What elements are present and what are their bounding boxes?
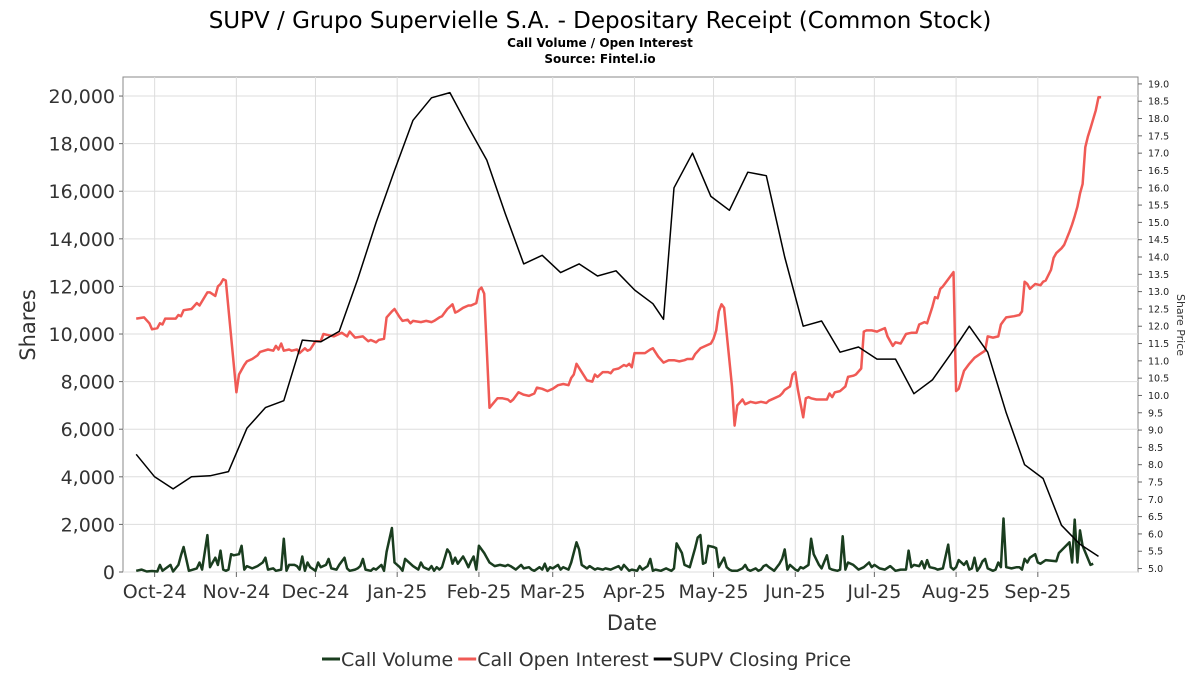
y2-tick-label: 15.5 <box>1148 201 1169 212</box>
x-tick-label: Dec-24 <box>282 581 350 603</box>
y-tick-label: 4,000 <box>61 467 115 489</box>
y-tick-label: 14,000 <box>49 229 115 251</box>
x-tick-label: May-25 <box>679 581 749 603</box>
y2-tick-label: 17.5 <box>1148 131 1169 142</box>
x-tick-label: Aug-25 <box>922 581 990 603</box>
legend-label-supv-closing-price: SUPV Closing Price <box>673 649 851 671</box>
y-axis-label: Shares <box>16 289 40 361</box>
y2-tick-label: 8.0 <box>1148 460 1163 471</box>
y2-tick-label: 12.5 <box>1148 304 1169 315</box>
legend-label-call-open-interest: Call Open Interest <box>477 649 649 671</box>
y2-tick-label: 17.0 <box>1148 149 1169 160</box>
y2-tick-label: 10.0 <box>1148 391 1169 402</box>
gridlines <box>123 77 1138 573</box>
chart-source: Source: Fintel.io <box>544 52 655 66</box>
y2-tick-label: 14.0 <box>1148 253 1169 264</box>
y2-tick-label: 7.0 <box>1148 495 1163 506</box>
chart-title: SUPV / Grupo Supervielle S.A. - Deposita… <box>209 8 992 34</box>
y-tick-label: 18,000 <box>49 134 115 156</box>
y2-tick-label: 6.0 <box>1148 529 1163 540</box>
y-tick-label: 10,000 <box>49 324 115 346</box>
y-tick-label: 20,000 <box>49 86 115 108</box>
y2-tick-label: 5.0 <box>1148 564 1163 575</box>
x-tick-label: Feb-25 <box>447 581 512 603</box>
y-axis-ticks: 0 2,000 4,000 6,000 8,000 10,000 12,000 14,000 1… <box>49 86 123 584</box>
y2-tick-label: 11.0 <box>1148 356 1169 367</box>
x-tick-label: Nov-24 <box>203 581 271 603</box>
y-tick-label: 0 <box>103 562 115 584</box>
legend: Call Volume Call Open Interest SUPV Closin… <box>322 649 851 671</box>
y-tick-label: 12,000 <box>49 276 115 298</box>
y2-tick-label: 18.5 <box>1148 97 1169 108</box>
y2-tick-label: 13.5 <box>1148 270 1169 281</box>
x-tick-label: Mar-25 <box>520 581 586 603</box>
x-tick-label: Oct-24 <box>123 581 187 603</box>
y2-axis-ticks: 5.0 5.5 6.0 6.5 7.0 7.5 8.0 8.5 9.0 9.5 10.0 10.5 11… <box>1138 79 1169 575</box>
y2-tick-label: 16.0 <box>1148 183 1169 194</box>
x-tick-label: Jul-25 <box>846 581 901 603</box>
y2-axis-label: Share Price <box>1174 294 1187 356</box>
series-lines <box>135 91 1102 573</box>
y2-tick-label: 11.5 <box>1148 339 1169 350</box>
y2-tick-label: 5.5 <box>1148 547 1163 558</box>
supv-closing-price-line <box>135 91 1099 558</box>
y2-tick-label: 16.5 <box>1148 166 1169 177</box>
y2-tick-label: 19.0 <box>1148 79 1169 90</box>
y2-tick-label: 18.0 <box>1148 114 1169 125</box>
y2-tick-label: 6.5 <box>1148 512 1163 523</box>
call-volume-line <box>135 517 1094 573</box>
y-tick-label: 2,000 <box>61 514 115 536</box>
plot-area <box>122 76 1139 573</box>
y-tick-label: 8,000 <box>61 372 115 394</box>
x-tick-label: Apr-25 <box>603 581 666 603</box>
y2-tick-label: 9.5 <box>1148 408 1163 419</box>
chart-subtitle: Call Volume / Open Interest <box>507 36 693 50</box>
call-open-interest-line <box>136 95 1102 427</box>
x-axis-label: Date <box>607 611 657 635</box>
y2-tick-label: 12.0 <box>1148 322 1169 333</box>
y2-tick-label: 14.5 <box>1148 235 1169 246</box>
y-tick-label: 16,000 <box>49 181 115 203</box>
x-tick-label: Jun-25 <box>764 581 826 603</box>
y2-tick-label: 10.5 <box>1148 374 1169 385</box>
legend-label-call-volume: Call Volume <box>341 649 453 671</box>
x-axis-ticks: Oct-24 Nov-24 Dec-24 Jan-25 Feb-25 Mar-25 Apr-… <box>123 572 1071 603</box>
y2-tick-label: 7.5 <box>1148 478 1163 489</box>
y2-tick-label: 13.0 <box>1148 287 1169 298</box>
y-tick-label: 6,000 <box>61 419 115 441</box>
x-tick-label: Sep-25 <box>1004 581 1071 603</box>
y2-tick-label: 8.5 <box>1148 443 1163 454</box>
y2-tick-label: 9.0 <box>1148 426 1163 437</box>
x-tick-label: Jan-25 <box>366 581 427 603</box>
y2-tick-label: 15.0 <box>1148 218 1169 229</box>
